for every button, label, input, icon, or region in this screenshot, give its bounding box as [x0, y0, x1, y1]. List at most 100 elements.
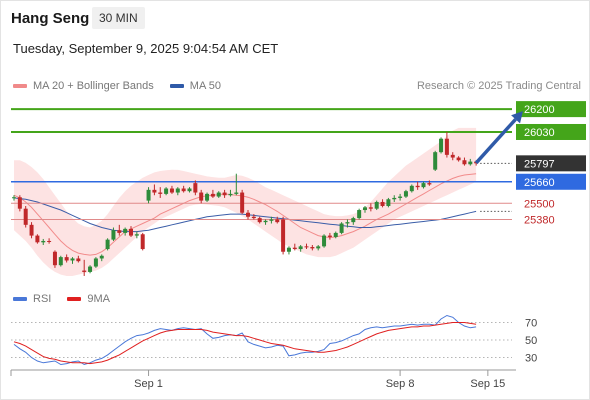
support-label-25380: 25380 [524, 214, 555, 226]
rsi-legend: RSI 9MA [13, 293, 110, 305]
bollinger-band-area [14, 127, 477, 277]
candle-body [327, 235, 332, 237]
candle-body [29, 224, 34, 236]
candle-body [64, 257, 69, 261]
candle-body [462, 160, 467, 165]
candle-body [158, 192, 163, 194]
rsi-tick-70: 70 [525, 318, 537, 330]
x-tick-label: Sep 15 [470, 378, 505, 390]
candle-body [345, 222, 350, 224]
rsi-tick-30: 30 [525, 353, 537, 365]
candle-body [169, 188, 174, 193]
candle-body [292, 247, 297, 250]
candle-body [193, 183, 198, 193]
candle-body [298, 246, 303, 250]
candle-body [52, 251, 57, 266]
rsi-tick-50: 50 [525, 335, 537, 347]
candle-body [105, 239, 110, 250]
candle-body [199, 192, 204, 201]
candle-body [146, 189, 151, 201]
current-price-box [516, 155, 586, 172]
candle-body [398, 196, 403, 198]
candle-body [234, 192, 239, 194]
rsi-ma-legend-swatch [67, 297, 82, 301]
candle-body [386, 199, 391, 206]
candle-body [281, 219, 286, 252]
bollinger-legend-swatch [13, 84, 27, 88]
candle-body [444, 138, 449, 155]
support-label-25500: 25500 [524, 198, 555, 210]
candle-body [228, 193, 233, 196]
candle-body [240, 192, 245, 213]
candle-body [216, 192, 221, 197]
candle-body [286, 247, 291, 252]
candle-body [368, 207, 373, 209]
resistance-label-box-26030 [516, 123, 586, 140]
candle-body [427, 183, 432, 185]
candle-body [322, 235, 327, 247]
candle-body [99, 255, 104, 259]
price-legend: MA 20 + Bollinger Bands MA 50 [13, 80, 221, 92]
candle-body [415, 185, 420, 188]
candle-body [152, 189, 157, 193]
candle-body [88, 266, 93, 272]
candle-body [403, 191, 408, 197]
candle-body [35, 235, 40, 243]
candle-body [392, 197, 397, 200]
candle-body [374, 201, 379, 209]
bollinger-legend-label: MA 20 + Bollinger Bands [33, 80, 154, 92]
candle-body [93, 258, 98, 267]
rsi-line [13, 314, 477, 366]
candle-body [23, 208, 28, 225]
candle-body [164, 188, 169, 194]
x-tick-label: Sep 8 [386, 378, 415, 390]
candle-body [76, 258, 81, 262]
research-credit: Research © 2025 Trading Central [416, 80, 581, 92]
candle-body [333, 232, 338, 237]
candle-body [140, 234, 145, 250]
candle-body [181, 188, 186, 192]
candle-body [263, 220, 268, 223]
interval-badge[interactable]: 30 MIN [92, 7, 145, 29]
candle-body [421, 183, 426, 188]
resistance-label-26030: 26030 [524, 127, 555, 139]
candle-body [380, 201, 385, 206]
rsi-legend-swatch [13, 297, 27, 301]
ma20-line [13, 173, 477, 256]
candle-body [82, 270, 87, 272]
ma50-line [13, 197, 477, 233]
candle-body [187, 188, 192, 192]
candle-body [269, 219, 274, 221]
x-tick-label: Sep 1 [134, 378, 163, 390]
candle-body [246, 212, 250, 217]
candle-body [17, 197, 22, 209]
candle-body [351, 218, 356, 223]
candle-body [47, 240, 52, 242]
instrument-title: Hang Seng [11, 10, 90, 27]
candle-body [304, 246, 309, 248]
candle-body [111, 230, 116, 240]
candle-body [310, 247, 315, 249]
ma50-legend-swatch [169, 84, 184, 88]
timestamp: Tuesday, September 9, 2025 9:04:54 AM CE… [13, 41, 279, 56]
candle-body [409, 185, 414, 192]
rsi-legend-label: RSI [33, 293, 52, 305]
candle-body [41, 240, 46, 243]
candle-body [117, 230, 122, 233]
rsi-ma-legend-label: 9MA [87, 293, 110, 305]
candle-body [175, 188, 180, 193]
candle-body [251, 216, 256, 219]
candle-body [123, 228, 128, 233]
candle-body [468, 161, 473, 165]
ma50-legend-label: MA 50 [189, 80, 221, 92]
candle-body [339, 223, 344, 233]
candle-body [70, 258, 75, 261]
candle-body [456, 157, 461, 161]
candle-body [58, 257, 63, 266]
resistance-label-26200: 26200 [524, 104, 555, 116]
candle-body [257, 218, 262, 223]
forecast-arrow-head [511, 111, 523, 124]
pivot-label-box [516, 173, 586, 190]
candle-body [134, 234, 139, 236]
